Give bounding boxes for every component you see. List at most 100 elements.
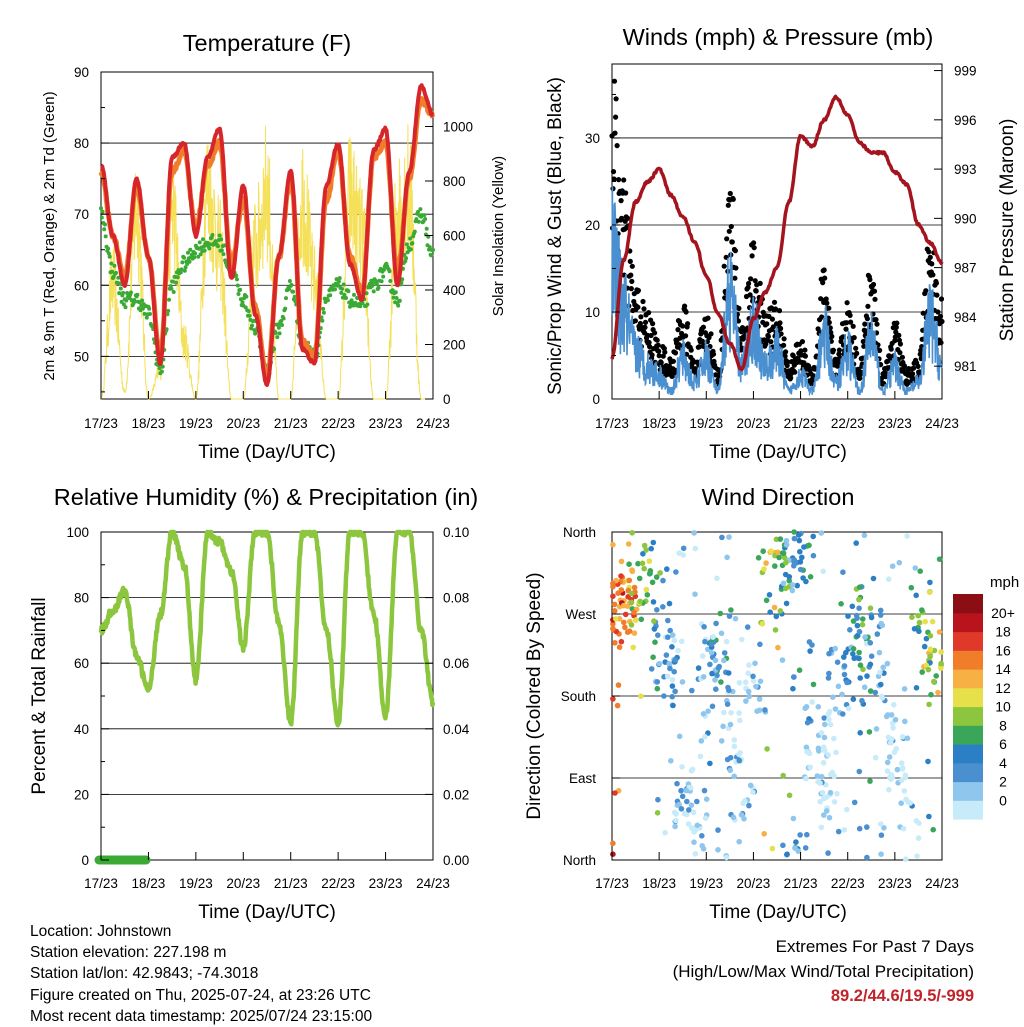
gust-point <box>685 321 691 327</box>
direction-point <box>878 821 884 827</box>
gust-point <box>746 280 752 287</box>
direction-point <box>731 773 737 780</box>
direction-point <box>690 809 697 816</box>
dewpoint-point <box>124 298 129 303</box>
direction-point <box>826 670 832 677</box>
direction-point <box>657 570 663 576</box>
direction-point <box>884 768 891 774</box>
direction-point <box>857 675 863 681</box>
gust-point <box>870 281 877 288</box>
direction-point <box>721 657 727 664</box>
pressure-line <box>610 94 944 372</box>
direction-point <box>807 574 814 580</box>
gust-point <box>688 347 694 353</box>
gust-point <box>830 347 837 353</box>
gust-point <box>642 319 649 325</box>
direction-point <box>818 530 825 536</box>
dewpoint-point <box>159 369 164 374</box>
gust-point <box>637 320 644 327</box>
gust-point <box>872 296 878 302</box>
direction-point <box>636 575 643 582</box>
direction-point <box>856 655 862 662</box>
direction-point <box>892 716 899 723</box>
dewpoint-point <box>102 227 107 232</box>
extremes-title: Extremes For Past 7 Days <box>775 937 974 956</box>
y-right-tick-label: 0.04 <box>443 722 470 737</box>
y-right-tick-label: 0 <box>443 392 451 407</box>
direction-point <box>737 717 743 724</box>
direction-point <box>691 530 697 536</box>
direction-point <box>705 708 711 714</box>
direction-point <box>768 548 774 554</box>
x-tick-label: 19/23 <box>179 876 213 891</box>
gust-point <box>682 303 688 309</box>
direction-point <box>714 575 720 582</box>
direction-point <box>679 793 686 800</box>
direction-point <box>668 758 674 764</box>
direction-point <box>720 723 726 730</box>
direction-point <box>631 584 638 591</box>
direction-point <box>817 780 823 786</box>
dewpoint-point <box>208 242 213 247</box>
gust-point <box>777 320 783 326</box>
direction-point <box>922 618 928 625</box>
dewpoint-point <box>382 267 386 272</box>
direction-point <box>632 593 639 600</box>
dewpoint-point <box>394 296 399 300</box>
direction-point <box>610 625 616 632</box>
dewpoint-point <box>250 323 254 328</box>
direction-point <box>610 840 616 847</box>
direction-point <box>647 568 654 574</box>
y-tick-label: 60 <box>74 656 89 671</box>
direction-point <box>886 786 892 793</box>
gust-point <box>821 267 827 273</box>
colorbar-swatch <box>953 762 983 783</box>
direction-point <box>727 721 734 728</box>
extremes-subtitle: (High/Low/Max Wind/Total Precipitation) <box>672 962 974 981</box>
dewpoint-point <box>387 269 392 274</box>
direction-point <box>713 620 719 627</box>
gust-point <box>888 346 894 352</box>
dewpoint-point <box>187 259 192 264</box>
winds-x-axis-title: Time (Day/UTC) <box>709 442 847 463</box>
gust-point <box>662 349 668 355</box>
direction-point <box>727 754 734 761</box>
direction-point <box>899 734 906 740</box>
direction-point <box>750 789 756 795</box>
direction-point <box>718 630 725 637</box>
colorbar-label: 2 <box>999 774 1007 790</box>
gust-point <box>646 310 652 316</box>
direction-point <box>731 743 738 750</box>
direction-point <box>867 661 874 668</box>
direction-point <box>615 682 622 688</box>
direction-point <box>845 705 852 712</box>
direction-point <box>843 649 849 656</box>
colorbar-label: 12 <box>995 680 1011 696</box>
dewpoint-point <box>337 276 342 281</box>
direction-point <box>938 665 944 671</box>
y-right-tick-label: 996 <box>954 113 977 128</box>
direction-point <box>685 821 692 827</box>
gust-point <box>641 306 647 312</box>
direction-point <box>900 825 907 832</box>
direction-point <box>821 734 828 741</box>
gust-point <box>621 177 627 183</box>
dewpoint-point <box>279 319 284 323</box>
direction-point <box>938 660 944 667</box>
gust-point <box>672 367 678 373</box>
direction-point <box>635 560 641 567</box>
station-elevation: Station elevation: 227.198 m <box>30 944 227 962</box>
humidity-line <box>98 529 436 728</box>
direction-point <box>797 832 803 838</box>
gust-point <box>625 215 631 221</box>
direction-point <box>700 674 707 680</box>
direction-point <box>724 701 731 707</box>
direction-point <box>681 810 688 817</box>
colorbar-swatch <box>953 650 983 670</box>
direction-point <box>646 558 653 564</box>
direction-point <box>667 627 673 634</box>
gust-point <box>757 280 763 286</box>
temperature-x-ticks: 17/23 18/23 19/23 20/23 21/23 22/23 23/23 24/23 <box>84 391 450 431</box>
direction-point <box>699 843 705 849</box>
dewpoint-point <box>422 213 427 218</box>
